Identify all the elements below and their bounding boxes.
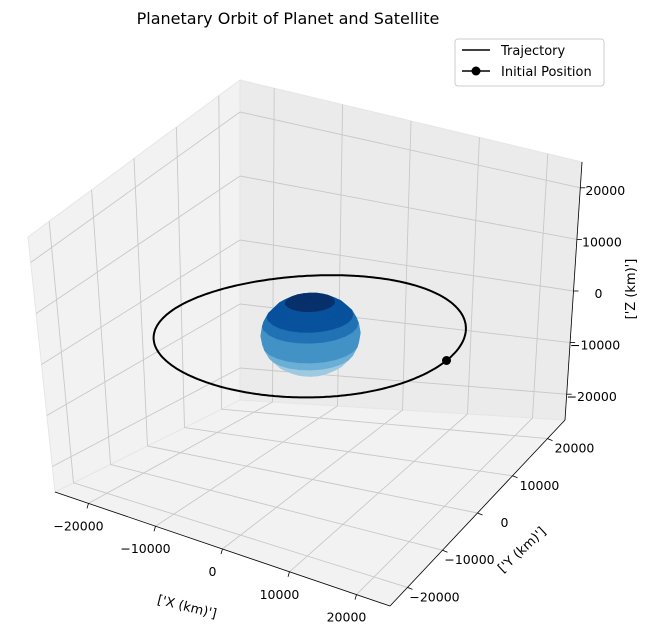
z-gridline-leftwall — [52, 367, 241, 467]
legend-initial-position-marker — [471, 66, 481, 76]
z-gridline-leftwall — [35, 175, 241, 314]
y-tick-label: −10000 — [444, 552, 494, 567]
y-tick-label: 20000 — [555, 441, 595, 456]
planet-facet — [286, 331, 300, 344]
tick-labels: −20000 −10000 0 10000 20000 −20000 −10000 0 1000… — [53, 161, 625, 625]
initial-position-marker — [442, 356, 451, 365]
z-tick-label: −10000 — [570, 338, 620, 353]
y-gridline-floor — [110, 463, 443, 551]
z-tick-label: 0 — [595, 286, 603, 301]
planet-facet — [323, 350, 337, 363]
z-axis-label: ['Z (km)'] — [624, 259, 639, 320]
planet-facet — [285, 341, 299, 355]
planet-facet — [310, 331, 324, 345]
planet-facet — [299, 321, 312, 334]
planet-facet — [285, 351, 300, 364]
planet-facet — [310, 352, 325, 364]
y-tick-mark — [477, 512, 483, 516]
y-tick-mark — [442, 549, 448, 553]
legend: Trajectory Initial Position — [454, 38, 605, 87]
x-tick-label: 20000 — [327, 610, 367, 625]
legend-frame — [454, 38, 605, 87]
planet-facet — [298, 362, 312, 371]
x-tick-label: −10000 — [120, 541, 170, 556]
y-tick-mark — [407, 587, 413, 590]
y-gridline-floor — [147, 445, 478, 514]
x-tick-mark — [86, 503, 89, 509]
y-tick-mark — [547, 438, 553, 441]
planet-facet — [310, 361, 325, 371]
planet-facet — [297, 353, 312, 364]
y-gridline-floor — [184, 427, 513, 477]
y-gridline-floor — [73, 482, 408, 588]
z-tick-label: 20000 — [585, 183, 625, 198]
trajectory-line — [152, 274, 467, 399]
planet-facet — [299, 369, 312, 375]
z-gridline-backwall — [239, 239, 574, 292]
z-tick-label: 10000 — [582, 234, 622, 249]
z-gridline-leftwall — [46, 303, 241, 416]
planet-sphere — [260, 292, 361, 377]
chart-title: Planetary Orbit of Planet and Satellite — [137, 9, 440, 28]
x-tick-mark — [220, 548, 223, 555]
x-tick-mark — [354, 594, 357, 600]
y-tick-label: −20000 — [409, 589, 459, 604]
legend-trajectory-label: Trajectory — [500, 44, 565, 59]
z-tick-label: −20000 — [567, 389, 617, 404]
legend-initial-position-label: Initial Position — [501, 65, 592, 80]
planet-facet — [298, 332, 312, 345]
z-gridline-backwall — [239, 175, 577, 240]
y-tick-mark — [512, 475, 518, 479]
y-tick-label: 10000 — [520, 478, 560, 493]
y-axis-label: ['Y (km)'] — [495, 525, 549, 577]
z-gridline-leftwall — [30, 111, 241, 263]
planet-facet — [297, 343, 312, 355]
z-gridline-leftwall — [41, 239, 241, 365]
x-tick-label: 10000 — [260, 587, 300, 602]
y-tick-label: 0 — [501, 515, 509, 530]
y-gridline-floor — [221, 408, 548, 440]
planet-facet — [310, 342, 325, 355]
z-gridline-backwall — [239, 111, 581, 189]
x-tick-label: −20000 — [53, 518, 103, 533]
x-tick-label: 0 — [209, 564, 217, 579]
x-tick-mark — [287, 571, 290, 577]
x-tick-mark — [153, 526, 156, 532]
orbit-layer — [152, 274, 467, 399]
x-axis-label: ['X (km)'] — [156, 593, 218, 622]
